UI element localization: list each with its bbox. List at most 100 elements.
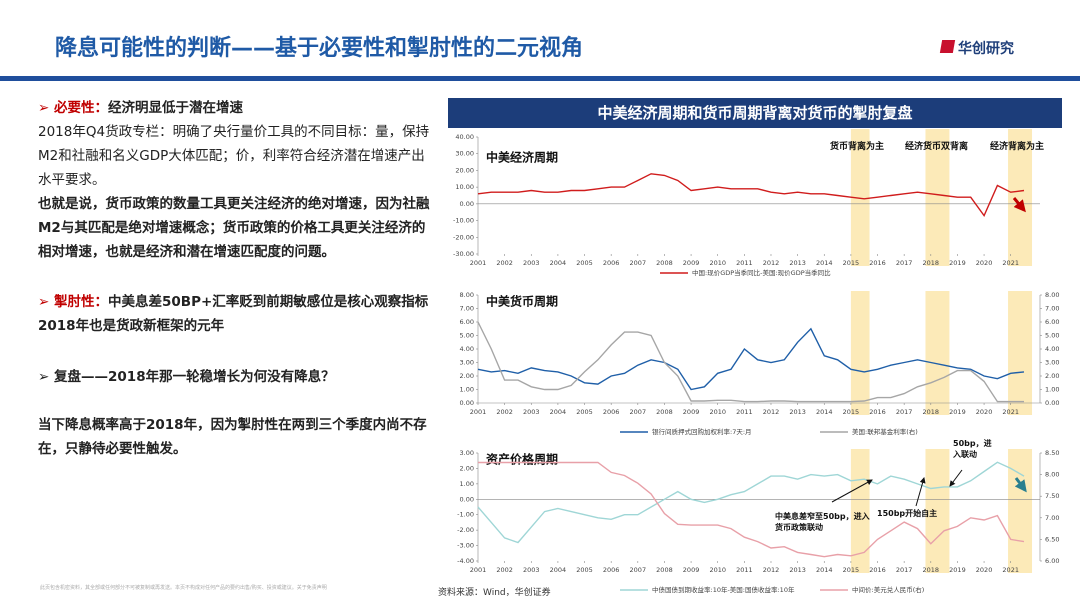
y-tick-label: -4.00 bbox=[457, 557, 474, 565]
x-tick-label: 2003 bbox=[523, 408, 540, 416]
x-tick-label: 2018 bbox=[923, 408, 940, 416]
paragraph-lead: ➢ 必要性： bbox=[38, 100, 109, 116]
y2-tick-label: 2.00 bbox=[1045, 372, 1059, 380]
y-tick-label: 1.00 bbox=[460, 480, 474, 488]
annotation: 中美息差窄至50bp，进入货币政策联动 bbox=[775, 512, 870, 532]
y2-tick-label: 6.50 bbox=[1045, 535, 1059, 543]
series-line bbox=[477, 461, 1025, 544]
x-tick-label: 2020 bbox=[976, 566, 993, 574]
x-tick-label: 2001 bbox=[470, 566, 487, 574]
x-tick-label: 2010 bbox=[709, 259, 726, 267]
x-tick-label: 2021 bbox=[1002, 259, 1019, 267]
highlight-band bbox=[1008, 449, 1033, 573]
paragraph-text: 中美息差50BP+汇率贬到前期敏感位是核心观察指标 bbox=[108, 294, 429, 310]
y-tick-label: 0.00 bbox=[460, 399, 474, 407]
y-tick-label: 2.00 bbox=[460, 464, 474, 472]
x-tick-label: 2006 bbox=[603, 259, 620, 267]
highlight-band bbox=[1008, 291, 1033, 415]
y-tick-label: -20.00 bbox=[453, 233, 474, 241]
disclaimer: 此页包含机密资料，其全部或任何部分不可被复制或再发送。本页不构成对任何产品的要约… bbox=[40, 585, 327, 591]
x-tick-label: 2013 bbox=[789, 259, 806, 267]
highlight-band bbox=[925, 291, 950, 415]
y-tick-label: 8.00 bbox=[460, 291, 474, 299]
legend-label: 中债国债到期收益率:10年-美国:国债收益率:10年 bbox=[652, 585, 795, 594]
arrow bbox=[1012, 197, 1026, 213]
annotation: 经济背离为主 bbox=[990, 142, 1045, 152]
annotation: 150bp开始自主 bbox=[877, 509, 938, 518]
x-tick-label: 2016 bbox=[869, 566, 886, 574]
paragraph-text: 经济明显低于潜在增速 bbox=[108, 100, 244, 116]
paragraph: ➢ 掣肘性：中美息差50BP+汇率贬到前期敏感位是核心观察指标 bbox=[38, 290, 433, 314]
x-tick-label: 2017 bbox=[896, 259, 913, 267]
x-tick-label: 2008 bbox=[656, 408, 673, 416]
x-tick-label: 2014 bbox=[816, 259, 833, 267]
y-tick-label: 4.00 bbox=[460, 345, 474, 353]
paragraph: ➢ 复盘——2018年那一轮稳增长为何没有降息？ bbox=[38, 365, 433, 389]
x-tick-label: 2011 bbox=[736, 566, 753, 574]
x-tick-label: 2002 bbox=[496, 259, 513, 267]
x-tick-label: 2015 bbox=[843, 259, 860, 267]
y2-tick-label: 1.00 bbox=[1045, 386, 1059, 394]
y-tick-label: 7.00 bbox=[460, 305, 474, 313]
x-tick-label: 2010 bbox=[709, 566, 726, 574]
x-tick-label: 2006 bbox=[603, 408, 620, 416]
x-tick-label: 2013 bbox=[789, 408, 806, 416]
y-tick-label: -30.00 bbox=[453, 250, 474, 258]
x-tick-label: 2004 bbox=[550, 566, 567, 574]
x-tick-label: 2002 bbox=[496, 566, 513, 574]
y-tick-label: 1.00 bbox=[460, 386, 474, 394]
x-tick-label: 2018 bbox=[923, 566, 940, 574]
x-tick-label: 2009 bbox=[683, 408, 700, 416]
y2-tick-label: 7.00 bbox=[1045, 514, 1059, 522]
x-tick-label: 2009 bbox=[683, 259, 700, 267]
panel-title: 中美经济周期和货币周期背离对货币的掣肘复盘 bbox=[448, 98, 1062, 128]
paragraph-lead: ➢ 掣肘性： bbox=[38, 294, 109, 310]
source: 资料来源：Wind，华创证券 bbox=[438, 588, 551, 598]
x-tick-label: 2019 bbox=[949, 408, 966, 416]
y-tick-label: 30.00 bbox=[455, 150, 474, 158]
arrow bbox=[915, 477, 926, 507]
x-tick-label: 2013 bbox=[789, 566, 806, 574]
x-tick-label: 2015 bbox=[843, 566, 860, 574]
arrow bbox=[831, 479, 873, 503]
x-tick-label: 2019 bbox=[949, 259, 966, 267]
x-tick-label: 2017 bbox=[896, 566, 913, 574]
paragraph: ➢ 必要性：经济明显低于潜在增速 bbox=[38, 96, 433, 120]
y2-tick-label: 6.00 bbox=[1045, 557, 1059, 565]
chart-title: 中美货币周期 bbox=[486, 294, 558, 309]
y-tick-label: 20.00 bbox=[455, 166, 474, 174]
annotation: 经济货币双背离 bbox=[905, 142, 969, 152]
y-tick-label: 3.00 bbox=[460, 359, 474, 367]
paragraph-text: 2018年Q4货政专栏：明确了央行量价工具的不同目标：量，保持M2和社融和名义G… bbox=[38, 124, 430, 188]
y-tick-label: 3.00 bbox=[460, 449, 474, 457]
x-tick-label: 2012 bbox=[763, 408, 780, 416]
x-tick-label: 2016 bbox=[869, 408, 886, 416]
y-tick-label: -3.00 bbox=[457, 542, 474, 550]
highlight-band bbox=[1008, 129, 1033, 266]
y-tick-label: 0.00 bbox=[460, 200, 474, 208]
x-tick-label: 2021 bbox=[1002, 408, 1019, 416]
y-tick-label: 40.00 bbox=[455, 133, 474, 141]
paragraph: 当下降息概率高于2018年，因为掣肘性在两到三个季度内尚不存在，只静待必要性触发… bbox=[38, 413, 433, 461]
paragraph: 2018年Q4货政专栏：明确了央行量价工具的不同目标：量，保持M2和社融和名义G… bbox=[38, 120, 433, 192]
y-tick-label: -2.00 bbox=[457, 526, 474, 534]
x-tick-label: 2008 bbox=[656, 566, 673, 574]
y-tick-label: -1.00 bbox=[457, 511, 474, 519]
legend-label: 美国:联邦基金利率(右) bbox=[852, 427, 918, 436]
x-tick-label: 2012 bbox=[763, 566, 780, 574]
y-tick-label: 0.00 bbox=[460, 495, 474, 503]
x-tick-label: 2001 bbox=[470, 408, 487, 416]
chart-title: 资产价格周期 bbox=[486, 452, 558, 467]
paragraph: 也就是说，货币政策的数量工具更关注经济的绝对增速，因为社融M2与其匹配是绝对增速… bbox=[38, 192, 433, 264]
series-line bbox=[478, 461, 1025, 558]
logo: 华创研究 bbox=[958, 41, 1014, 57]
y2-tick-label: 8.00 bbox=[1045, 291, 1059, 299]
x-tick-label: 2003 bbox=[523, 259, 540, 267]
arrow bbox=[1014, 477, 1027, 493]
x-tick-label: 2014 bbox=[816, 408, 833, 416]
chart-title: 中美经济周期 bbox=[486, 150, 558, 165]
x-tick-label: 2004 bbox=[550, 259, 567, 267]
x-tick-label: 2009 bbox=[683, 566, 700, 574]
